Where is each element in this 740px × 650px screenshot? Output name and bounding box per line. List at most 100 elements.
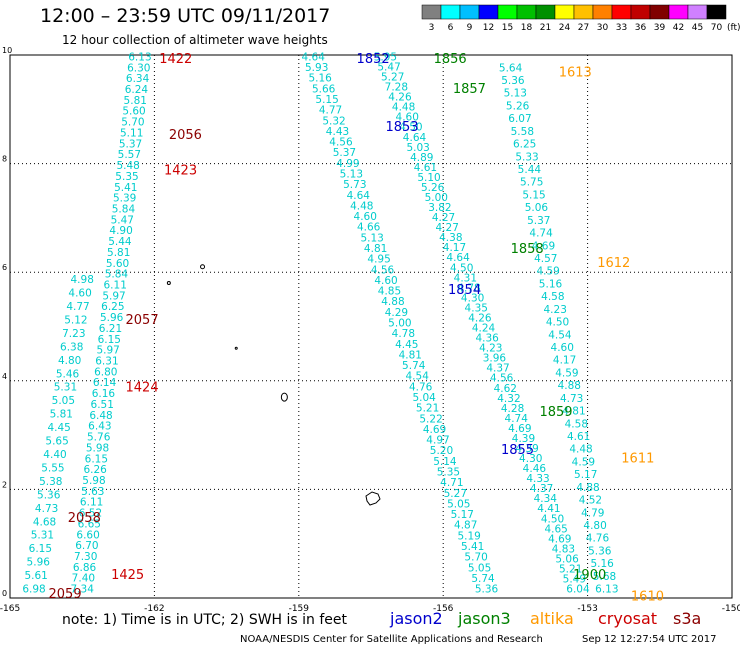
wave-height-value: 5.21	[559, 563, 582, 575]
wave-height-value: 4.76	[586, 533, 610, 545]
wave-height-value: 5.63	[81, 486, 104, 498]
color-scale-swatch	[459, 4, 480, 20]
wave-height-value: 5.05	[447, 498, 470, 510]
x-tick-label: -162	[144, 604, 164, 614]
color-scale-swatch	[516, 4, 537, 20]
color-scale-tick: 12	[483, 23, 494, 33]
wave-height-value: 5.98	[86, 442, 109, 454]
wave-height-value: 4.64	[446, 252, 470, 264]
wave-height-value: 4.69	[548, 533, 571, 545]
pass-time-label: 2056	[169, 128, 202, 143]
wave-height-value: 4.24	[472, 323, 496, 335]
wave-height-value: 4.30	[461, 292, 484, 304]
wave-height-value: 7.40	[72, 573, 95, 585]
wave-height-value: 5.49	[563, 574, 586, 586]
island-outline	[234, 346, 238, 350]
x-tick-label: -165	[0, 604, 20, 614]
wave-height-value: 4.50	[399, 122, 422, 134]
wave-height-value: 6.07	[508, 113, 531, 125]
y-tick-label: 6	[2, 263, 7, 272]
wave-height-value: 4.52	[579, 495, 602, 507]
wave-height-value: 5.03	[406, 142, 429, 154]
color-scale-swatch	[421, 4, 442, 20]
color-scale-swatch	[478, 4, 499, 20]
wave-height-value: 4.73	[560, 393, 583, 405]
wave-height-value: 4.39	[515, 443, 538, 455]
wave-height-value: 4.48	[569, 444, 592, 456]
wave-height-value: 4.69	[508, 423, 531, 435]
wave-height-value: 4.81	[399, 349, 422, 361]
wave-height-value: 4.68	[33, 516, 56, 528]
wave-height-value: 5.68	[593, 571, 616, 583]
wave-height-value: 5.95	[374, 51, 397, 63]
wave-height-value: 4.39	[512, 433, 535, 445]
wave-height-value: 5.93	[305, 62, 328, 74]
wave-height-value: 5.04	[412, 392, 436, 404]
wave-height-value: 4.64	[302, 51, 326, 63]
pass-time-label: 1900	[573, 568, 606, 583]
wave-height-value: 5.81	[124, 95, 147, 107]
wave-height-value: 5.60	[106, 258, 129, 270]
pass-time-label: 1612	[597, 256, 630, 271]
wave-height-value: 5.48	[116, 160, 139, 172]
wave-height-value: 5.33	[515, 151, 538, 163]
color-scale-tick: 27	[578, 23, 589, 33]
wave-height-value: 5.46	[56, 368, 80, 380]
wave-height-value: 4.32	[497, 393, 520, 405]
wave-height-value: 5.27	[381, 72, 404, 84]
wave-height-value: 5.57	[118, 149, 141, 161]
wave-height-value: 5.31	[31, 530, 54, 542]
wave-height-value: 4.23	[544, 304, 567, 316]
wave-height-value: 3.96	[483, 353, 507, 365]
wave-height-value: 5.27	[444, 488, 467, 500]
wave-height-value: 4.74	[505, 413, 529, 425]
wave-height-value: 4.77	[319, 105, 342, 117]
wave-height-value: 6.48	[89, 410, 112, 422]
island-outline	[200, 264, 206, 270]
wave-height-value: 5.39	[113, 193, 136, 205]
pass-time-label: 2058	[68, 511, 101, 526]
wave-height-value: 4.54	[548, 329, 572, 341]
wave-height-value: 6.98	[22, 584, 45, 596]
wave-height-value: 5.36	[501, 75, 525, 87]
wave-height-value: 5.06	[555, 553, 579, 565]
wave-height-value: 4.56	[490, 373, 514, 385]
color-scale-swatch	[706, 4, 727, 20]
wave-height-value: 5.17	[451, 509, 474, 521]
color-scale-swatch	[592, 4, 613, 20]
wave-height-value: 5.16	[590, 558, 614, 570]
wave-height-value: 4.35	[465, 302, 488, 314]
color-scale-swatch	[535, 4, 556, 20]
wave-height-value: 5.35	[115, 171, 138, 183]
color-scale-tick: 42	[673, 23, 684, 33]
wave-height-value: 5.36	[588, 545, 612, 557]
y-tick-label: 2	[2, 480, 7, 489]
wave-height-value: 4.56	[329, 137, 353, 149]
color-scale-tick: 39	[654, 23, 666, 33]
color-scale-tick: 9	[467, 23, 473, 33]
wave-height-value: 4.90	[109, 225, 132, 237]
wave-height-value: 4.62	[494, 383, 517, 395]
wave-height-value: 4.64	[347, 190, 371, 202]
legend-cryosat: cryosat	[598, 609, 658, 628]
wave-height-value: 4.26	[468, 312, 492, 324]
wave-height-value: 4.36	[475, 333, 499, 345]
color-scale-tick: 3	[429, 23, 435, 33]
footer-timestamp: Sep 12 12:27:54 UTC 2017	[582, 634, 717, 645]
wave-height-value: 5.44	[108, 236, 132, 248]
chart-subtitle: 12 hour collection of altimeter wave hei…	[62, 33, 328, 47]
wave-height-value: 4.43	[326, 126, 349, 138]
wave-height-value: 6.34	[126, 73, 150, 85]
pass-time-label: 1854	[448, 283, 481, 298]
wave-height-value: 5.15	[522, 189, 545, 201]
wave-height-value: 6.80	[94, 366, 117, 378]
wave-height-value: 6.24	[125, 84, 149, 96]
wave-height-value: 5.37	[333, 147, 356, 159]
wave-height-value: 4.60	[551, 342, 574, 354]
x-tick-label: -153	[577, 604, 597, 614]
wave-height-value: 4.66	[357, 222, 381, 234]
pass-time-label: 1859	[539, 405, 572, 420]
pass-time-label: 1852	[357, 52, 390, 67]
wave-height-value: 4.60	[374, 275, 397, 287]
pass-time-label: 1610	[631, 590, 664, 605]
